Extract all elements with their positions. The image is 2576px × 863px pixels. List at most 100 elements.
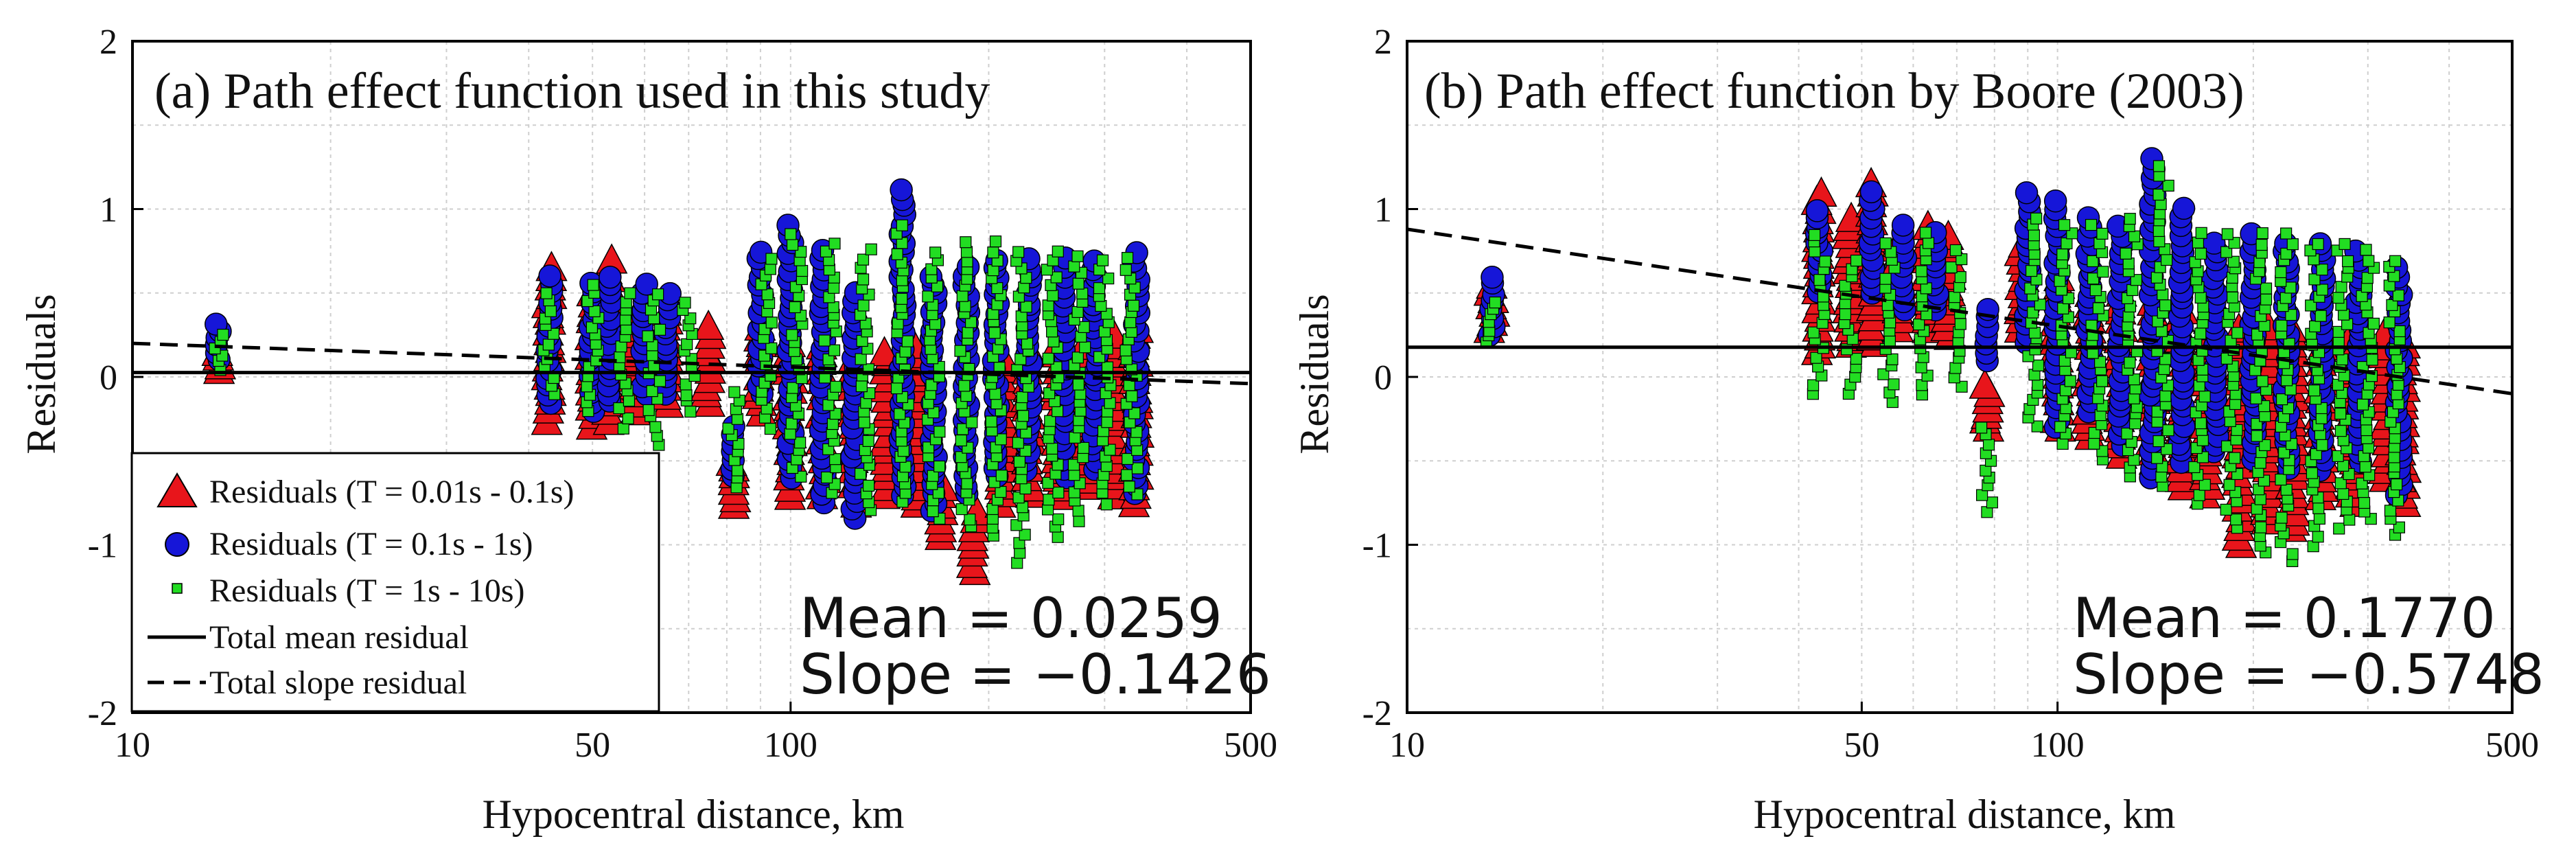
marker-square bbox=[1839, 308, 1851, 321]
marker-square bbox=[2096, 227, 2109, 240]
marker-square bbox=[991, 282, 1003, 295]
marker-square bbox=[989, 388, 1001, 400]
marker-square bbox=[622, 412, 634, 425]
marker-square bbox=[2259, 410, 2271, 422]
marker-square bbox=[2316, 439, 2328, 451]
marker-square bbox=[896, 292, 908, 305]
marker-square bbox=[927, 505, 939, 518]
y-tick-label: -1 bbox=[88, 527, 117, 566]
marker-square bbox=[2130, 274, 2142, 286]
marker-square bbox=[2343, 514, 2356, 526]
marker-square bbox=[540, 287, 553, 299]
x-tick-label: 100 bbox=[764, 726, 817, 765]
marker-square bbox=[927, 470, 939, 482]
marker-square bbox=[2392, 378, 2404, 391]
marker-square bbox=[2150, 271, 2163, 284]
marker-square bbox=[761, 288, 774, 301]
x-tick-label: 50 bbox=[575, 726, 610, 765]
x-tick-label: 100 bbox=[2031, 726, 2085, 765]
marker-square bbox=[989, 235, 1002, 248]
marker-square bbox=[649, 421, 662, 433]
marker-square bbox=[615, 341, 627, 353]
marker-square bbox=[2251, 328, 2264, 341]
marker-square bbox=[2159, 299, 2172, 312]
marker-square bbox=[922, 290, 934, 303]
legend-label-t3: Residuals (T = 1s - 10s) bbox=[209, 573, 525, 609]
marker-square bbox=[1809, 245, 1821, 257]
marker-square bbox=[2064, 375, 2076, 387]
marker-square bbox=[786, 329, 798, 341]
marker-square bbox=[2056, 248, 2069, 261]
marker-square bbox=[2227, 255, 2240, 268]
marker-circle bbox=[599, 265, 622, 289]
marker-square bbox=[2312, 238, 2324, 251]
marker-square bbox=[1119, 344, 1132, 357]
marker-square bbox=[955, 451, 967, 463]
y-axis-label-a: Residuals bbox=[19, 294, 64, 454]
marker-square bbox=[765, 342, 778, 354]
marker-square bbox=[891, 248, 903, 260]
marker-square bbox=[2230, 514, 2242, 526]
marker-square bbox=[2259, 439, 2271, 452]
marker-square bbox=[1879, 273, 1892, 285]
marker-square bbox=[624, 287, 636, 299]
marker-square bbox=[1041, 503, 1054, 516]
marker-square bbox=[1012, 246, 1025, 258]
marker-square bbox=[2275, 393, 2288, 406]
marker-square bbox=[1489, 296, 1501, 309]
marker-square bbox=[2305, 299, 2317, 312]
marker-square bbox=[2337, 487, 2349, 500]
marker-square bbox=[2220, 440, 2233, 452]
marker-square bbox=[2366, 354, 2378, 366]
marker-square bbox=[2254, 540, 2266, 552]
marker-square bbox=[1071, 352, 1084, 364]
marker-square bbox=[2308, 273, 2321, 286]
marker-square bbox=[2054, 421, 2067, 433]
marker-square bbox=[2363, 255, 2375, 267]
marker-square bbox=[2251, 430, 2263, 442]
marker-square bbox=[1128, 407, 1141, 419]
marker-square bbox=[795, 470, 807, 483]
marker-square bbox=[2254, 457, 2266, 469]
marker-square bbox=[764, 422, 776, 435]
marker-square bbox=[1019, 529, 1031, 541]
marker-circle bbox=[538, 264, 561, 288]
marker-square bbox=[1012, 492, 1025, 504]
legend-label-slope-line: Total slope residual bbox=[209, 665, 467, 701]
marker-square bbox=[863, 479, 875, 492]
marker-square bbox=[2342, 255, 2354, 268]
marker-square bbox=[954, 345, 966, 357]
marker-square bbox=[2153, 435, 2165, 448]
marker-square bbox=[1044, 415, 1056, 427]
lines-b bbox=[1406, 227, 2513, 395]
marker-square bbox=[827, 301, 839, 313]
marker-square bbox=[1913, 319, 1925, 331]
marker-triangle bbox=[1969, 368, 2001, 399]
marker-square bbox=[680, 389, 693, 402]
y-axis-label-b: Residuals bbox=[1292, 294, 1337, 454]
marker-square bbox=[1050, 271, 1063, 284]
marker-square bbox=[2312, 531, 2324, 543]
marker-square bbox=[929, 318, 942, 330]
marker-square bbox=[2316, 264, 2328, 276]
marker-square bbox=[830, 380, 842, 393]
marker-square bbox=[2332, 378, 2345, 391]
marker-square bbox=[932, 487, 944, 499]
marker-square bbox=[1124, 316, 1137, 328]
marker-square bbox=[2228, 237, 2240, 249]
marker-circle bbox=[2043, 189, 2067, 213]
marker-square bbox=[2284, 281, 2297, 294]
marker-square bbox=[2383, 316, 2395, 329]
marker-square bbox=[1072, 505, 1084, 517]
marker-square bbox=[894, 408, 906, 420]
marker-square bbox=[2260, 282, 2273, 295]
marker-square bbox=[2056, 437, 2069, 450]
marker-square bbox=[899, 345, 912, 358]
marker-square bbox=[1127, 299, 1140, 312]
marker-square bbox=[1982, 439, 1995, 451]
panel-a: 10 50 100 500 -2 -1 0 1 2 (a) Path effect functi… bbox=[19, 23, 1277, 837]
marker-square bbox=[1043, 494, 1055, 506]
x-tick-label: 50 bbox=[1844, 726, 1879, 765]
marker-square bbox=[652, 288, 664, 301]
marker-square bbox=[929, 246, 942, 259]
